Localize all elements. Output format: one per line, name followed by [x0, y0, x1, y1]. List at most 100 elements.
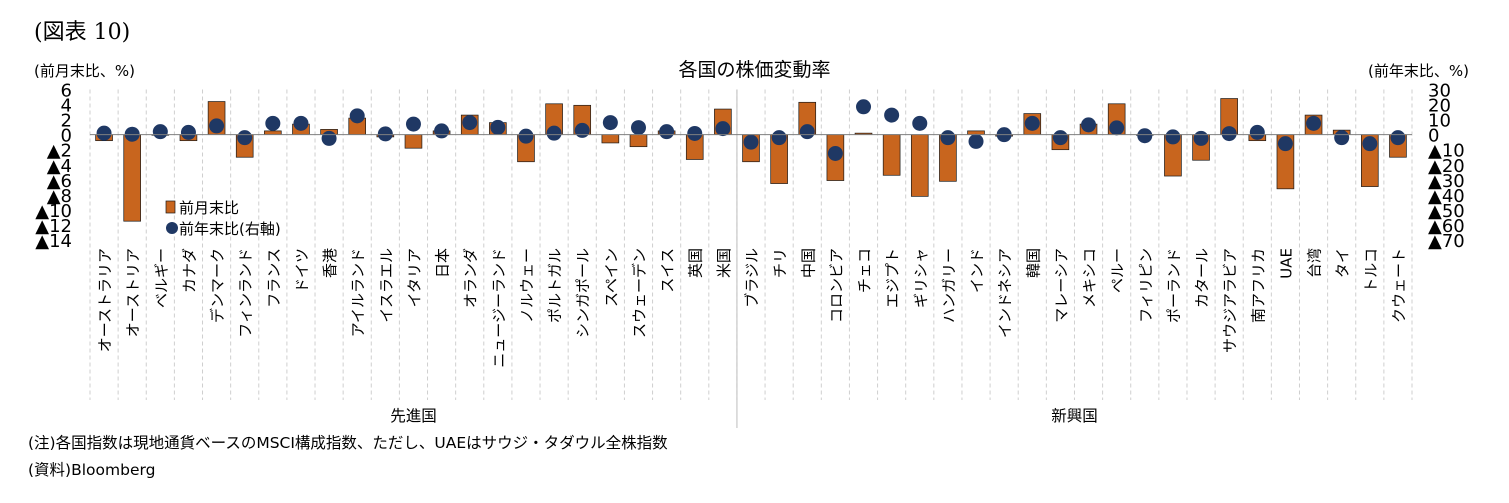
dot-mark: [349, 108, 365, 124]
category-label: クウェート: [1390, 248, 1408, 323]
grid-layer: [89, 89, 1413, 428]
dot-mark: [771, 130, 787, 146]
bar-mark: [123, 134, 141, 222]
category-label: フランス: [265, 248, 283, 308]
category-label: 台湾: [1306, 248, 1324, 278]
dot-mark: [1362, 136, 1378, 152]
category-label: 英国: [687, 248, 705, 278]
category-label: サウジアラビア: [1221, 248, 1239, 353]
dot-mark: [940, 130, 956, 146]
left-tick-label: ▲12: [35, 216, 72, 237]
right-tick-label: 10: [1428, 111, 1451, 132]
category-label: インドネシア: [996, 248, 1014, 338]
dot-mark: [209, 118, 225, 134]
right-tick-label: ▲60: [1428, 216, 1465, 237]
bar-mark: [882, 134, 901, 176]
dot-mark: [1165, 129, 1181, 145]
dot-mark: [743, 134, 759, 150]
category-label: フィリピン: [1137, 248, 1155, 323]
dot-mark: [715, 121, 731, 137]
right-tick-label: ▲20: [1428, 156, 1465, 177]
dot-mark: [321, 130, 337, 146]
legend-dot-swatch: [166, 222, 178, 234]
left-tick-label: ▲6: [47, 171, 72, 192]
dot-mark: [630, 120, 646, 136]
left-axis-unit: (前月末比、%): [34, 62, 135, 80]
dot-mark: [237, 130, 253, 146]
note: (注)各国指数は現地通貨ベースのMSCI構成指数、ただし、UAEはサウジ・タダウ…: [28, 434, 668, 452]
category-label: ニュージーランド: [490, 248, 508, 368]
source: (資料)Bloomberg: [28, 461, 156, 479]
category-label: オーストラリア: [96, 248, 114, 352]
dot-mark: [799, 124, 815, 140]
category-label: ポーランド: [1165, 248, 1183, 323]
category-label: メキシコ: [1081, 248, 1099, 308]
category-label-layer: オーストラリア オーストリア ベルギー カナダ デンマーク フィンランド フランス ドイツ 香港…: [96, 248, 1408, 425]
category-label: タイ: [1334, 248, 1352, 278]
right-tick-label: ▲10: [1428, 141, 1465, 162]
category-label: ギリシャ: [912, 248, 930, 308]
legend-bar-swatch: [165, 200, 176, 214]
dot-mark: [180, 124, 196, 140]
legend: 前月末比 前年末比(右軸): [165, 199, 281, 238]
dot-mark: [1137, 128, 1153, 144]
category-label: カタール: [1193, 248, 1211, 308]
dot-mark: [1109, 120, 1125, 136]
category-label: UAE: [1277, 248, 1295, 279]
dot-mark: [884, 107, 900, 123]
category-label: 日本: [434, 248, 452, 278]
dot-mark: [968, 133, 984, 149]
dot-mark: [602, 115, 618, 131]
dot-mark: [96, 125, 112, 141]
dot-mark: [1024, 115, 1040, 131]
bar-mark: [264, 130, 282, 135]
category-label: イタリア: [405, 248, 423, 307]
category-label: 南アフリカ: [1249, 248, 1267, 323]
category-label: 中国: [799, 248, 817, 278]
category-label: コロンビア: [827, 248, 845, 323]
category-label: 香港: [321, 248, 339, 278]
stock-change-chart: 6420▲2▲4▲6▲8▲10▲12▲143020100▲10▲20▲30▲40…: [35, 81, 1465, 428]
category-label: シンガポール: [574, 248, 592, 338]
category-label: カナダ: [180, 248, 198, 293]
dot-mark: [462, 115, 478, 131]
category-label: トルコ: [1362, 248, 1380, 293]
right-tick-label: ▲30: [1428, 171, 1465, 192]
left-tick-label: 6: [61, 81, 72, 102]
dot-mark: [1334, 130, 1350, 146]
category-label: ベルギー: [152, 248, 170, 308]
bar-mark: [404, 134, 423, 149]
right-tick-label: 30: [1428, 81, 1451, 102]
category-label: オーストリア: [124, 248, 142, 337]
category-label: マレーシア: [1052, 248, 1070, 323]
category-label: ハンガリー: [940, 248, 958, 323]
left-tick-label: ▲4: [47, 156, 72, 177]
left-tick-label: ▲2: [47, 141, 72, 162]
dot-mark: [490, 119, 506, 135]
category-label: ポルトガル: [546, 248, 564, 323]
legend-dot-label: 前年末比(右軸): [179, 220, 281, 238]
figure-label: (図表 10): [34, 20, 131, 45]
category-label: スウェーデン: [630, 248, 648, 338]
axis-layer: 6420▲2▲4▲6▲8▲10▲12▲143020100▲10▲20▲30▲40…: [35, 81, 1465, 253]
left-tick-label: 4: [61, 96, 72, 117]
category-label: 米国: [715, 248, 733, 278]
category-label: フィンランド: [237, 248, 255, 338]
dot-mark: [659, 124, 675, 140]
bar-mark: [629, 134, 648, 148]
left-tick-label: ▲8: [47, 186, 72, 207]
category-label: アイルランド: [349, 248, 367, 337]
dot-mark: [546, 125, 562, 141]
dot-mark: [265, 115, 281, 131]
category-label: ドイツ: [293, 248, 311, 293]
dot-mark: [518, 128, 534, 144]
category-label: 韓国: [1024, 248, 1042, 278]
dot-mark: [687, 125, 703, 141]
category-label: チェコ: [856, 248, 874, 293]
bar-mark: [910, 134, 929, 197]
bar-layer: [95, 98, 1407, 222]
left-tick-label: ▲10: [35, 201, 72, 222]
category-label: オランダ: [462, 248, 480, 308]
dot-mark: [1249, 124, 1265, 140]
left-tick-label: 0: [61, 126, 72, 147]
